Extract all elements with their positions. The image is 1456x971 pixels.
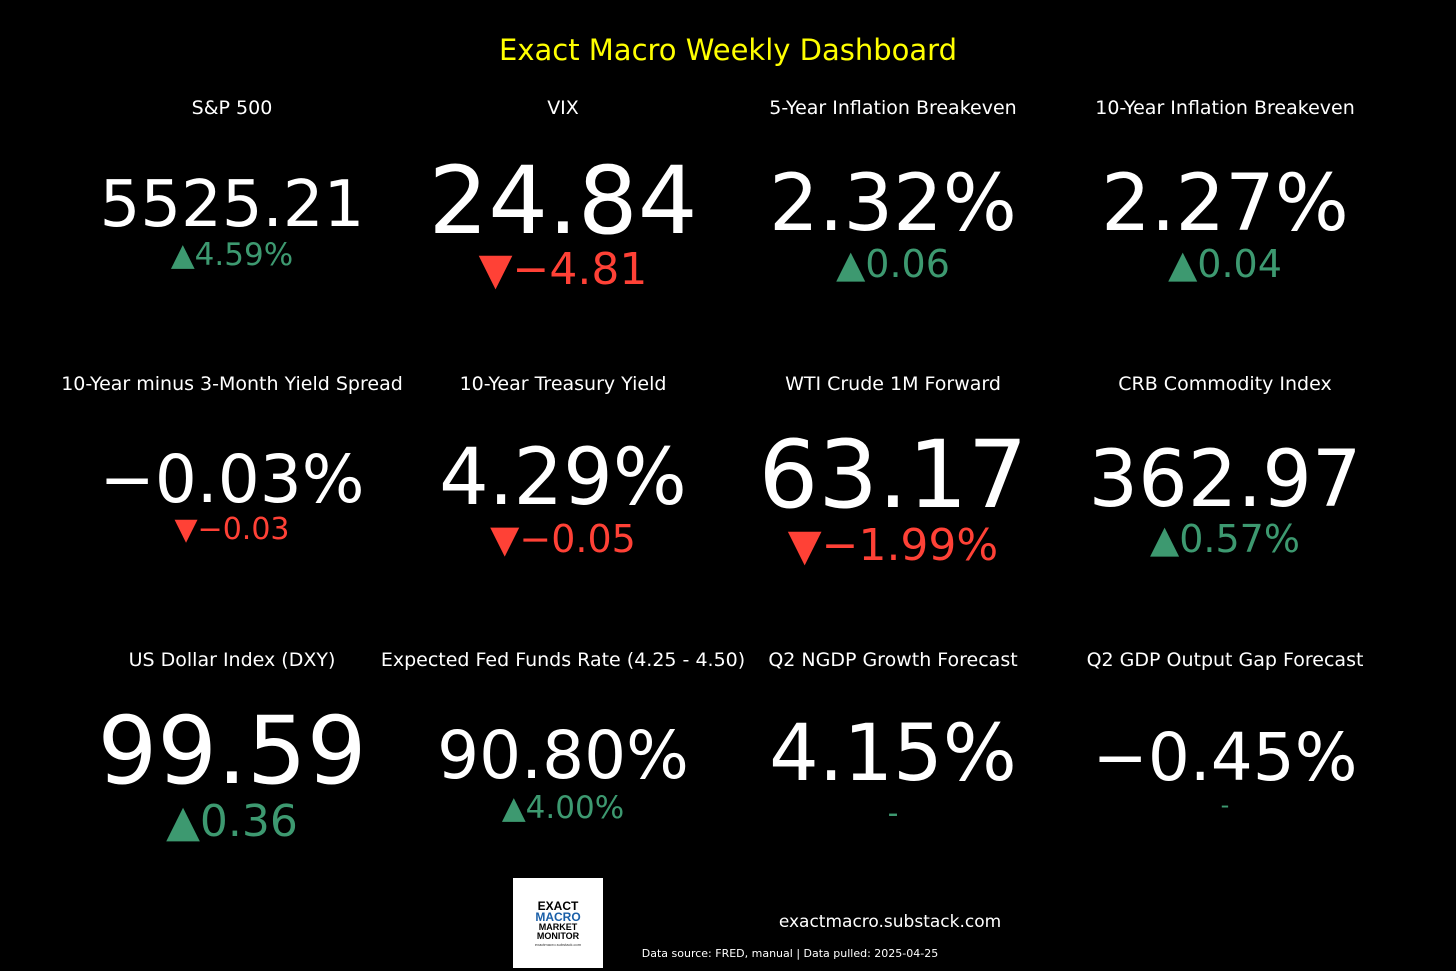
tile-label: 10-Year minus 3-Month Yield Spread: [61, 373, 403, 395]
logo-line: exactmacro.substack.com: [534, 942, 582, 947]
tile-change: ▲0.57%: [1150, 517, 1300, 561]
tile-change: -: [887, 796, 899, 831]
logo-line: MARKET: [538, 922, 578, 932]
tile-value: 362.97: [1088, 435, 1362, 525]
tile-value: 63.17: [758, 421, 1028, 530]
logo-line: MACRO: [535, 910, 581, 924]
tile-value: −0.03%: [99, 441, 365, 518]
exact-macro-logo: EXACT MACRO MARKET MONITOR exactmacro.su…: [513, 878, 603, 968]
tile-label: WTI Crude 1M Forward: [785, 373, 1001, 395]
tile-label: US Dollar Index (DXY): [128, 649, 336, 671]
tile-value: 24.84: [428, 147, 698, 256]
dashboard-title: Exact Macro Weekly Dashboard: [499, 33, 957, 67]
tile-change: ▲0.04: [1168, 242, 1282, 286]
tile-change: ▲4.00%: [501, 790, 625, 826]
tile-value: 4.15%: [769, 709, 1017, 799]
tile-value: 99.59: [97, 697, 367, 806]
tile-change: ▼−1.99%: [787, 520, 999, 571]
tile-label: VIX: [547, 97, 579, 119]
tile-label: 10-Year Inflation Breakeven: [1095, 97, 1355, 119]
footer-data-source: Data source: FRED, manual | Data pulled:…: [641, 947, 939, 960]
footer-site-link[interactable]: exactmacro.substack.com: [778, 912, 1002, 932]
tile-value: 4.29%: [439, 433, 687, 523]
tile-label: Q2 GDP Output Gap Forecast: [1086, 649, 1364, 671]
tile-value: 2.27%: [1101, 159, 1349, 249]
tile-label: S&P 500: [191, 97, 273, 119]
tile-value: −0.45%: [1092, 719, 1358, 796]
tile-change: -: [1220, 791, 1230, 819]
tile-change: ▼−0.05: [490, 517, 636, 561]
tile-change: ▲4.59%: [170, 237, 294, 273]
tile-change: ▲0.36: [166, 796, 298, 847]
tile-label: Expected Fed Funds Rate (4.25 - 4.50): [380, 649, 746, 671]
tile-change: ▼−4.81: [478, 244, 648, 295]
tile-value: 5525.21: [99, 168, 365, 242]
tile-label: 10-Year Treasury Yield: [459, 373, 667, 395]
tile-label: 5-Year Inflation Breakeven: [769, 97, 1017, 119]
tile-value: 2.32%: [769, 159, 1017, 249]
logo-line: EXACT: [537, 899, 579, 913]
tile-value: 90.80%: [437, 717, 689, 794]
tile-change: ▲0.06: [836, 242, 950, 286]
logo-line: MONITOR: [536, 931, 580, 941]
tile-change: ▼−0.03: [174, 512, 290, 547]
tile-label: Q2 NGDP Growth Forecast: [768, 649, 1018, 671]
tile-label: CRB Commodity Index: [1118, 373, 1332, 395]
